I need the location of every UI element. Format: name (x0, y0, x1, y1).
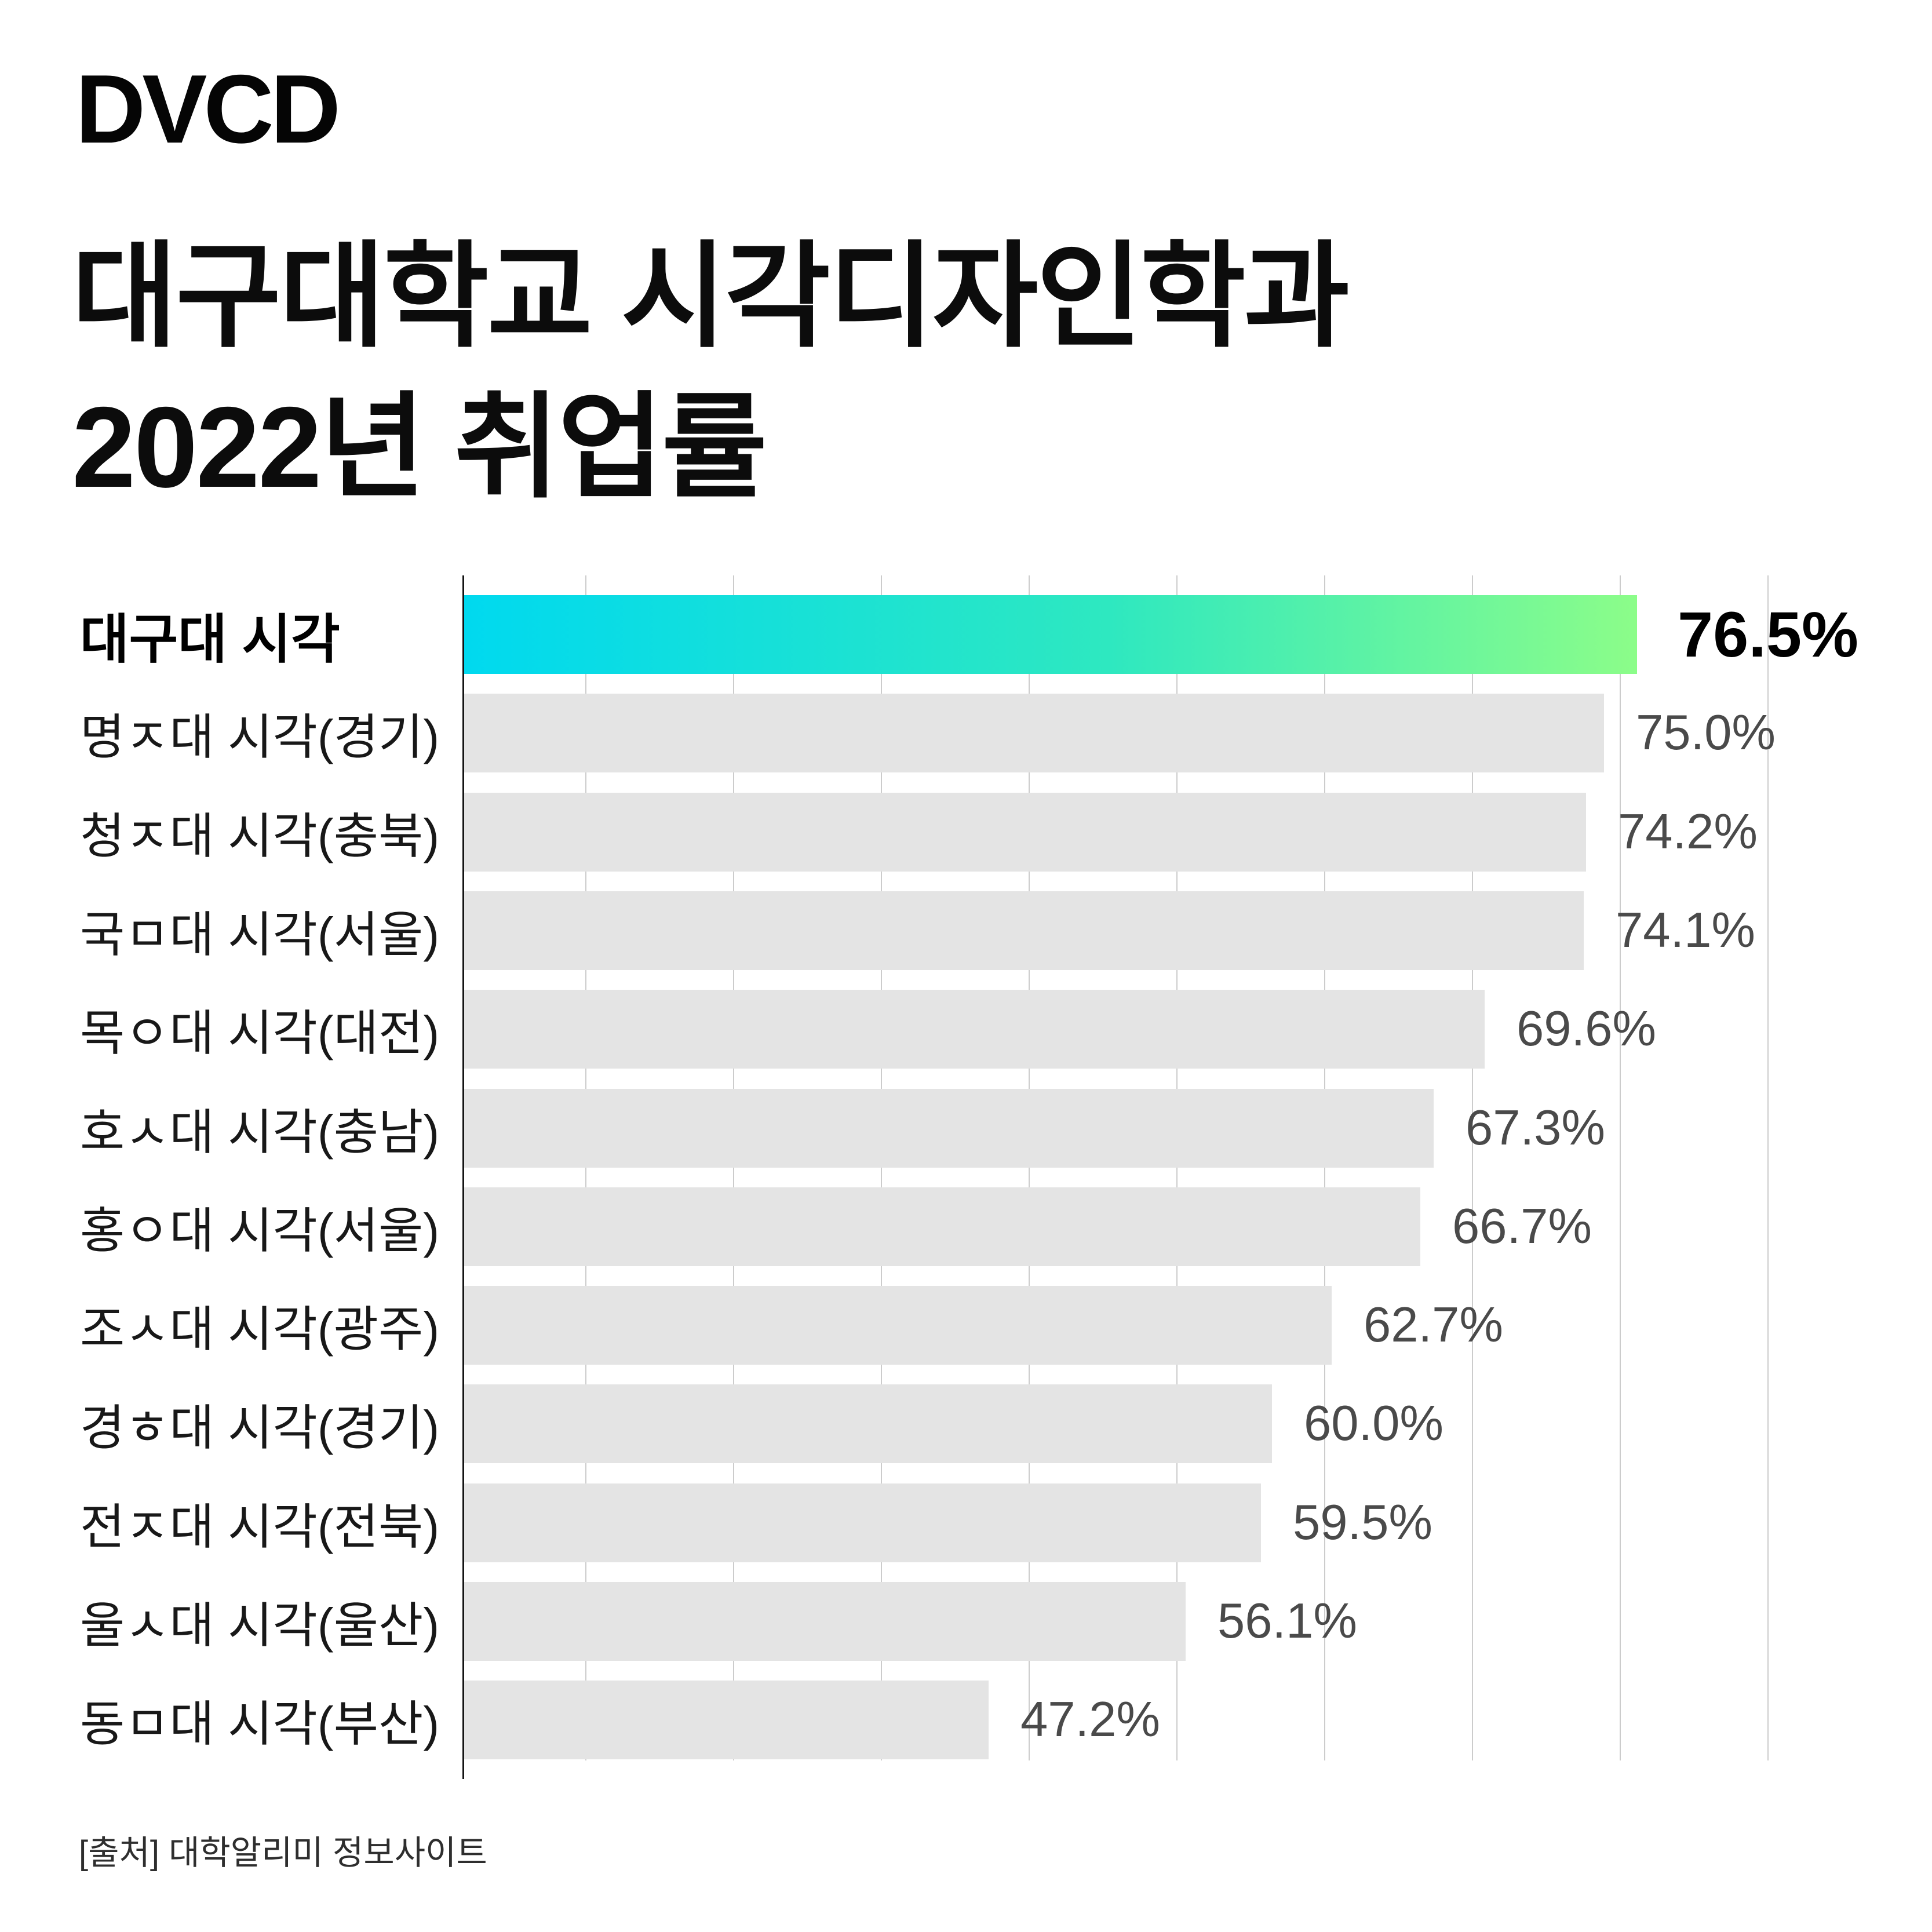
category-label: 목ㅇ대 시각(대전) (80, 1005, 440, 1060)
value-label: 56.1% (1217, 1594, 1358, 1649)
vertical-gridline (1029, 575, 1030, 1760)
vertical-gridline (1472, 575, 1473, 1760)
vertical-gridline (1176, 575, 1178, 1760)
category-label: 동ㅁ대 시각(부산) (80, 1696, 440, 1751)
bar (464, 1286, 1332, 1365)
value-label: 60.0% (1304, 1396, 1444, 1451)
page-title-line-2: 2022년 취업률 (72, 383, 767, 511)
bar (464, 1582, 1186, 1661)
category-label: 홍ㅇ대 시각(서울) (80, 1203, 440, 1258)
vertical-gridline (733, 575, 734, 1760)
page-title: 대구대학교 시각디자인학과 2022년 취업률 (72, 221, 1350, 523)
category-label: 대구대 시각 (80, 610, 340, 669)
bar-highlighted (464, 595, 1637, 674)
vertical-gridline (585, 575, 586, 1760)
value-label: 74.1% (1616, 903, 1756, 958)
bar (464, 694, 1604, 772)
category-label: 호ㅅ대 시각(충남) (80, 1104, 440, 1160)
bar (464, 1483, 1261, 1562)
bar (464, 1187, 1420, 1266)
vertical-gridline (1767, 575, 1769, 1760)
brand-logo: DVCD (75, 54, 341, 163)
value-label: 69.6% (1517, 1001, 1657, 1056)
vertical-gridline (881, 575, 882, 1760)
bar (464, 1681, 989, 1759)
value-label: 76.5% (1678, 599, 1858, 670)
bar (464, 891, 1584, 970)
value-label: 62.7% (1364, 1297, 1504, 1353)
category-label: 국ㅁ대 시각(서울) (80, 907, 440, 962)
vertical-gridline (1620, 575, 1621, 1760)
bar (464, 793, 1586, 872)
value-label: 75.0% (1636, 705, 1776, 760)
value-label: 47.2% (1020, 1692, 1161, 1747)
bar (464, 990, 1485, 1069)
category-label: 청ㅈ대 시각(충북) (80, 808, 440, 863)
category-label: 경ㅎ대 시각(경기) (80, 1400, 440, 1455)
value-label: 66.7% (1452, 1199, 1592, 1254)
category-label: 명ㅈ대 시각(경기) (80, 709, 440, 764)
value-label: 67.3% (1466, 1100, 1606, 1155)
y-axis-line (462, 575, 464, 1779)
source-note: [출처] 대학알리미 정보사이트 (79, 1834, 487, 1872)
category-label: 울ㅅ대 시각(울산) (80, 1598, 440, 1653)
value-label: 59.5% (1293, 1495, 1433, 1550)
value-label: 74.2% (1618, 804, 1758, 859)
category-label: 전ㅈ대 시각(전북) (80, 1499, 440, 1554)
bar (464, 1384, 1272, 1463)
bar (464, 1089, 1434, 1168)
page-title-line-1: 대구대학교 시각디자인학과 (72, 232, 1350, 360)
vertical-gridline (1324, 575, 1325, 1760)
category-label: 조ㅅ대 시각(광주) (80, 1302, 440, 1357)
